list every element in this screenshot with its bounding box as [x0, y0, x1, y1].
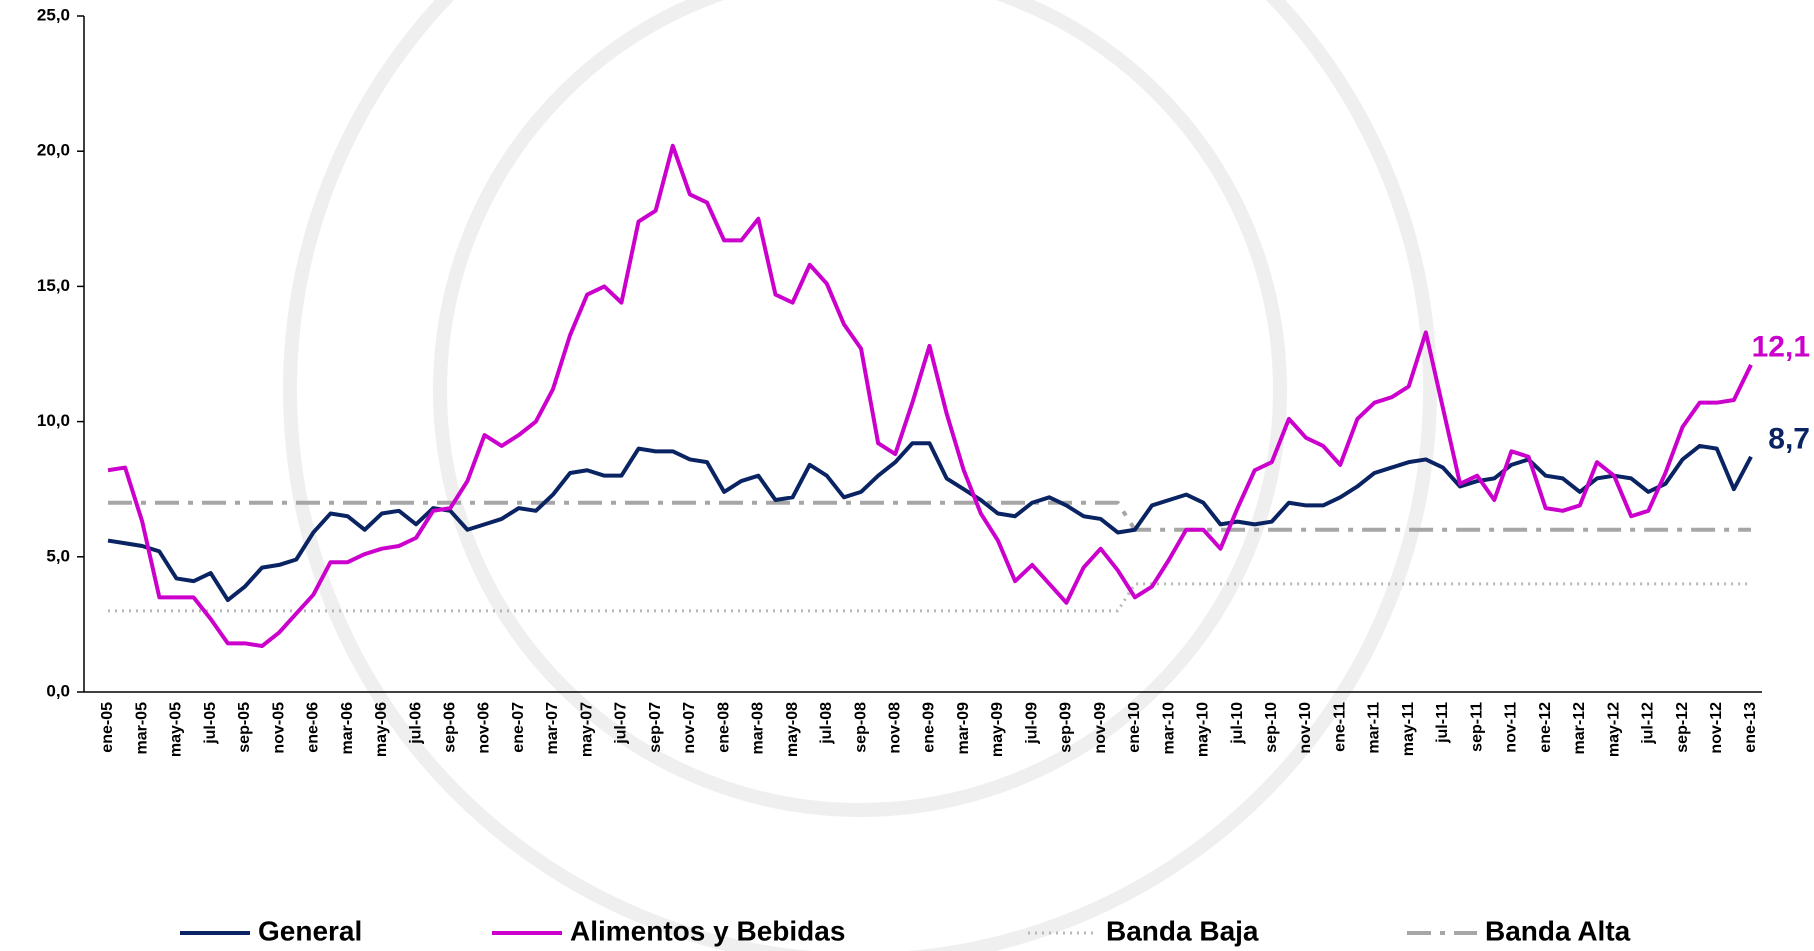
x-tick-label: may-12	[1605, 702, 1622, 757]
x-tick-label: nov-10	[1297, 702, 1314, 754]
x-tick-label: sep-05	[236, 702, 253, 753]
x-tick-label: may-05	[168, 702, 185, 757]
x-tick-label: ene-06	[305, 702, 322, 753]
y-tick-label: 25,0	[37, 5, 70, 24]
x-tick-label: nov-12	[1708, 702, 1725, 754]
x-tick-label: nov-11	[1503, 702, 1520, 753]
watermark-ring	[433, 0, 1287, 817]
x-tick-label: mar-08	[750, 702, 767, 755]
x-tick-label: jul-11	[1434, 702, 1451, 744]
watermark-ring	[283, 0, 1437, 951]
value-label: 8,7	[1768, 423, 1810, 456]
y-tick-label: 20,0	[37, 141, 70, 160]
legend-label: Banda Baja	[1106, 915, 1259, 946]
y-tick-label: 15,0	[37, 276, 70, 295]
x-tick-label: mar-09	[955, 702, 972, 755]
x-tick-label: jul-07	[613, 702, 630, 745]
x-tick-label: may-11	[1400, 702, 1417, 756]
x-tick-label: may-08	[784, 702, 801, 757]
x-tick-label: mar-12	[1571, 702, 1588, 755]
legend-label: Banda Alta	[1485, 915, 1631, 946]
x-tick-label: mar-11	[1366, 702, 1383, 754]
x-tick-label: nov-06	[476, 702, 493, 754]
x-tick-label: nov-05	[270, 702, 287, 754]
x-tick-label: jul-12	[1640, 702, 1657, 745]
legend-label: Alimentos y Bebidas	[570, 915, 845, 946]
x-tick-label: mar-05	[133, 702, 150, 755]
x-tick-label: mar-07	[544, 702, 561, 755]
x-tick-label: jul-06	[407, 702, 424, 745]
series-line	[108, 582, 1751, 613]
x-tick-label: sep-11	[1468, 702, 1485, 752]
x-tick-label: mar-06	[339, 702, 356, 755]
x-tick-label: may-09	[989, 702, 1006, 757]
x-tick-label: jul-05	[202, 702, 219, 745]
x-tick-label: jul-08	[818, 702, 835, 745]
watermark	[283, 0, 1437, 951]
legend-label: General	[258, 915, 362, 946]
x-tick-label: sep-10	[1263, 702, 1280, 753]
x-tick-label: may-06	[373, 702, 390, 757]
y-tick-label: 10,0	[37, 411, 70, 430]
series-line	[107, 441, 1753, 603]
x-tick-label: jul-10	[1229, 702, 1246, 745]
value-label: 12,1	[1752, 331, 1810, 364]
x-tick-label: nov-08	[886, 702, 903, 754]
x-tick-label: sep-08	[852, 702, 869, 753]
y-tick-label: 5,0	[46, 546, 70, 565]
x-tick-label: sep-07	[647, 702, 664, 753]
x-tick-label: nov-07	[681, 702, 698, 754]
x-tick-label: sep-06	[442, 702, 459, 753]
x-tick-label: jul-09	[1023, 702, 1040, 745]
x-tick-label: ene-12	[1537, 702, 1554, 753]
x-tick-label: sep-12	[1674, 702, 1691, 753]
x-tick-label: ene-11	[1331, 702, 1348, 752]
series-line	[108, 500, 1751, 532]
x-tick-label: ene-07	[510, 702, 527, 753]
y-tick-label: 0,0	[46, 681, 70, 700]
x-tick-label: may-10	[1195, 702, 1212, 757]
x-tick-label: ene-08	[715, 702, 732, 753]
x-tick-label: ene-09	[921, 702, 938, 753]
x-tick-label: ene-10	[1126, 702, 1143, 753]
x-tick-label: mar-10	[1160, 702, 1177, 755]
series-line	[107, 143, 1753, 649]
x-tick-label: nov-09	[1092, 702, 1109, 754]
x-tick-label: ene-05	[99, 702, 116, 753]
x-tick-label: sep-09	[1058, 702, 1075, 753]
x-tick-label: ene-13	[1742, 702, 1759, 753]
x-tick-label: may-07	[578, 702, 595, 757]
